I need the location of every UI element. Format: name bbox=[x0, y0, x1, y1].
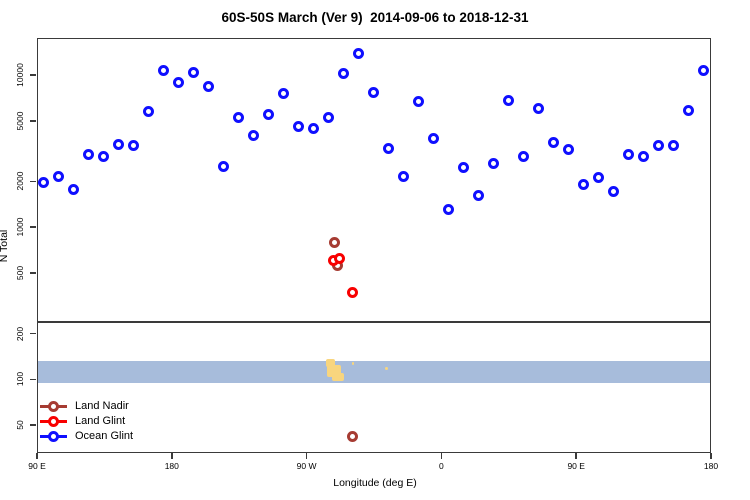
ocean-glint-point bbox=[203, 81, 215, 93]
y-tick-label: 200 bbox=[15, 326, 25, 341]
x-tick-mark bbox=[36, 453, 38, 459]
ocean-glint-point bbox=[667, 140, 679, 152]
legend-item: Land Glint bbox=[38, 414, 188, 429]
ocean-glint-point bbox=[652, 140, 664, 152]
ocean-glint-point bbox=[517, 150, 529, 162]
ocean-glint-point bbox=[263, 109, 275, 121]
ocean-glint-point bbox=[592, 172, 604, 184]
legend-circle-marker-icon bbox=[48, 431, 59, 442]
ocean-glint-point bbox=[338, 67, 350, 79]
x-tick-label: 180 bbox=[703, 461, 719, 471]
legend-circle-marker-icon bbox=[48, 401, 59, 412]
x-tick-mark bbox=[575, 453, 577, 459]
y-tick-label: 2000 bbox=[15, 171, 25, 191]
ocean-glint-point bbox=[323, 112, 335, 124]
x-tick-label: 90 E bbox=[28, 461, 46, 471]
ocean-glint-point bbox=[158, 65, 170, 77]
ocean-glint-point bbox=[622, 148, 634, 160]
plot-area bbox=[37, 38, 711, 453]
y-tick-mark bbox=[30, 74, 36, 76]
ocean-glint-point bbox=[412, 96, 424, 108]
ocean-glint-point bbox=[532, 102, 544, 114]
x-axis-title: Longitude (deg E) bbox=[333, 477, 417, 489]
ocean-glint-point bbox=[83, 148, 95, 160]
y-axis-title: N Total bbox=[0, 229, 10, 263]
ocean-glint-point bbox=[353, 48, 365, 60]
legend-label: Land Nadir bbox=[75, 400, 129, 412]
land-patch bbox=[351, 361, 355, 365]
y-tick-mark bbox=[30, 424, 36, 426]
y-tick-mark bbox=[30, 332, 36, 335]
ocean-glint-point bbox=[233, 112, 245, 124]
ocean-glint-point bbox=[98, 150, 110, 162]
land-patch bbox=[331, 372, 344, 381]
x-tick-mark bbox=[440, 453, 443, 459]
land-glint-point bbox=[333, 252, 345, 264]
ocean-glint-point bbox=[173, 76, 185, 88]
x-tick-label: 180 bbox=[164, 461, 179, 471]
x-tick-label: 90 W bbox=[296, 461, 317, 471]
y-tick-mark bbox=[30, 272, 36, 274]
ocean-glint-point bbox=[293, 121, 305, 133]
ocean-glint-point bbox=[682, 105, 694, 116]
y-tick-label: 500 bbox=[15, 265, 25, 281]
ocean-glint-point bbox=[368, 87, 379, 99]
land-glint-point bbox=[347, 286, 359, 298]
ocean-glint-point bbox=[38, 177, 50, 189]
ocean-glint-point bbox=[487, 158, 499, 170]
y-tick-mark bbox=[30, 378, 36, 381]
land-patch bbox=[385, 366, 389, 371]
ocean-glint-point bbox=[308, 123, 320, 135]
ocean-glint-point bbox=[607, 186, 619, 198]
legend-label: Ocean Glint bbox=[75, 430, 134, 442]
ocean-strip bbox=[38, 361, 710, 384]
ocean-glint-point bbox=[547, 136, 559, 148]
x-tick-label: 90 E bbox=[567, 461, 585, 471]
reference-line bbox=[38, 321, 710, 323]
ocean-glint-point bbox=[397, 170, 409, 182]
land-patch bbox=[325, 358, 335, 367]
chart-title: 60S-50S March (Ver 9) 2014-09-06 to 2018… bbox=[221, 10, 529, 25]
y-tick-label: 1000 bbox=[15, 217, 25, 237]
ocean-glint-point bbox=[502, 95, 514, 107]
legend-circle-marker-icon bbox=[48, 416, 59, 427]
ocean-glint-point bbox=[697, 65, 709, 77]
y-tick-label: 10000 bbox=[15, 63, 25, 87]
ocean-glint-point bbox=[382, 143, 394, 155]
ocean-glint-point bbox=[427, 132, 439, 144]
x-tick-mark bbox=[305, 453, 308, 459]
ocean-glint-point bbox=[637, 150, 649, 162]
land-nadir-point bbox=[329, 236, 341, 248]
ocean-glint-point bbox=[577, 178, 589, 190]
y-tick-label: 5000 bbox=[15, 111, 25, 131]
x-tick-mark bbox=[171, 453, 173, 459]
legend: Land Nadir Land Glint Ocean Glint bbox=[38, 399, 188, 444]
ocean-glint-point bbox=[143, 106, 155, 118]
y-tick-mark bbox=[30, 180, 36, 183]
ocean-glint-point bbox=[472, 190, 484, 202]
legend-item: Ocean Glint bbox=[38, 429, 188, 444]
y-tick-label: 50 bbox=[15, 420, 25, 430]
ocean-glint-point bbox=[113, 139, 125, 151]
ocean-glint-point bbox=[68, 184, 80, 196]
x-tick-label: 0 bbox=[439, 461, 444, 471]
y-tick-mark bbox=[30, 120, 36, 122]
ocean-glint-point bbox=[128, 140, 140, 152]
ocean-glint-point bbox=[218, 160, 230, 172]
land-nadir-point bbox=[347, 430, 359, 442]
ocean-glint-point bbox=[248, 129, 260, 141]
ocean-glint-point bbox=[457, 161, 469, 173]
y-tick-mark bbox=[30, 226, 36, 228]
ocean-glint-point bbox=[53, 170, 65, 182]
ocean-glint-point bbox=[278, 88, 290, 100]
ocean-glint-point bbox=[562, 144, 574, 156]
y-tick-label: 100 bbox=[15, 372, 25, 387]
legend-label: Land Glint bbox=[75, 415, 126, 427]
ocean-glint-point bbox=[188, 67, 200, 79]
x-tick-mark bbox=[710, 453, 712, 459]
ocean-glint-point bbox=[442, 203, 454, 215]
legend-item: Land Nadir bbox=[38, 399, 188, 414]
